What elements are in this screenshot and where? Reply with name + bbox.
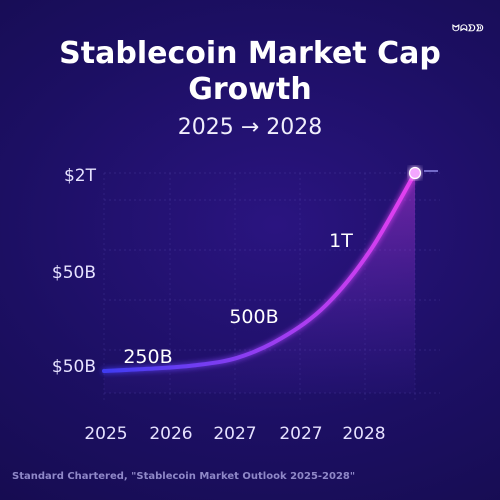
data-annotation: 250B [123, 346, 172, 368]
data-annotation: 500B [229, 306, 278, 328]
brand-logo: ᗢᗣᗤᗥ [452, 24, 484, 34]
y-tick-label: $2T [64, 166, 97, 186]
y-tick-label: $50B [52, 263, 96, 283]
source-citation: Standard Chartered, "Stablecoin Market O… [12, 471, 356, 482]
chart-title: Stablecoin Market Cap Growth [59, 36, 441, 107]
x-tick-label: 2025 [84, 424, 127, 444]
x-tick-label: 2027 [279, 424, 322, 444]
data-annotation: 1T [329, 230, 353, 252]
x-tick-label: 2028 [342, 424, 385, 444]
series-line [102, 171, 417, 373]
series-area [104, 173, 415, 393]
x-tick-label: 2026 [149, 424, 192, 444]
x-tick-label: 2027 [213, 424, 256, 444]
endpoint-marker [408, 166, 422, 180]
chart-subtitle: 2025 → 2028 [177, 115, 323, 140]
y-tick-label: $50B [52, 357, 96, 377]
